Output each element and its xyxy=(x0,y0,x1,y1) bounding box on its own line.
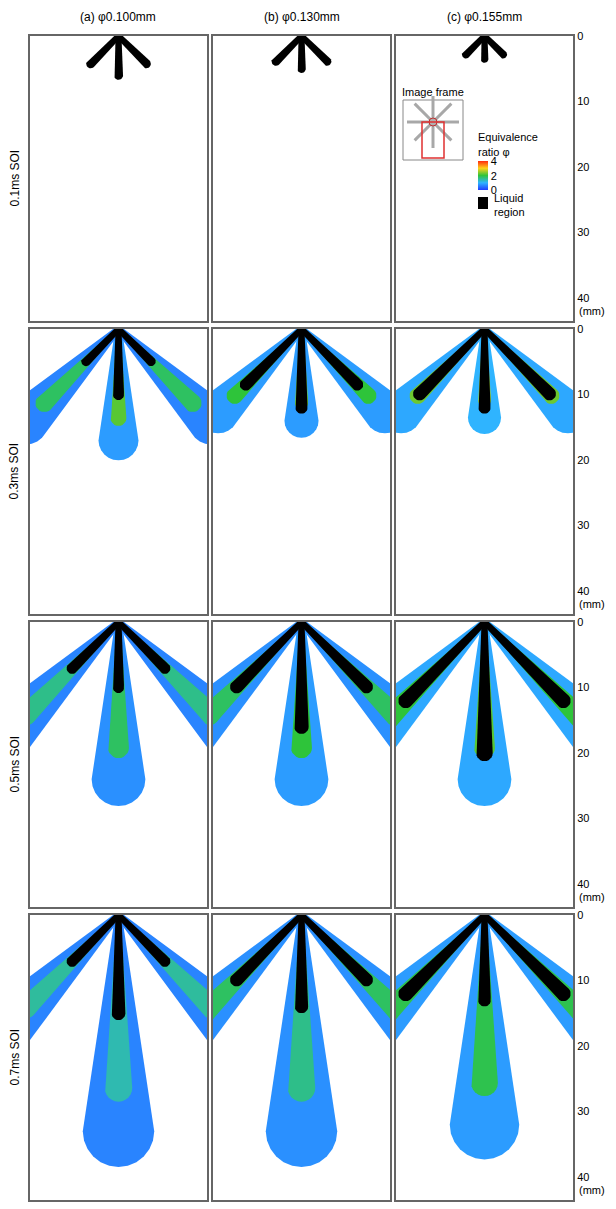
svg-text:Liquidregion: Liquidregion xyxy=(494,192,525,218)
svg-text:4: 4 xyxy=(491,155,497,167)
svg-text:30: 30 xyxy=(577,519,589,531)
svg-text:0: 0 xyxy=(577,323,583,335)
svg-text:(c) φ0.155mm: (c) φ0.155mm xyxy=(447,10,522,24)
svg-text:(mm): (mm) xyxy=(579,598,605,610)
svg-text:10: 10 xyxy=(577,974,589,986)
svg-text:10: 10 xyxy=(577,95,589,107)
svg-text:(b) φ0.130mm: (b) φ0.130mm xyxy=(264,10,340,24)
svg-text:Equivalenceratio φ: Equivalenceratio φ xyxy=(478,131,538,157)
svg-text:0: 0 xyxy=(491,184,497,196)
svg-text:20: 20 xyxy=(577,454,589,466)
svg-text:2: 2 xyxy=(491,169,497,181)
svg-text:(mm): (mm) xyxy=(579,891,605,903)
svg-text:Image frame: Image frame xyxy=(402,86,464,98)
svg-text:30: 30 xyxy=(577,1105,589,1117)
svg-text:(mm): (mm) xyxy=(579,1184,605,1196)
svg-text:40: 40 xyxy=(577,878,589,890)
svg-text:20: 20 xyxy=(577,747,589,759)
svg-text:0: 0 xyxy=(577,616,583,628)
svg-text:40: 40 xyxy=(577,585,589,597)
svg-text:0: 0 xyxy=(577,909,583,921)
svg-text:10: 10 xyxy=(577,388,589,400)
svg-text:20: 20 xyxy=(577,161,589,173)
svg-text:10: 10 xyxy=(577,681,589,693)
svg-text:0.5ms SOI: 0.5ms SOI xyxy=(8,736,22,793)
svg-text:0.1ms SOI: 0.1ms SOI xyxy=(8,150,22,207)
svg-text:0: 0 xyxy=(577,30,583,42)
svg-text:(mm): (mm) xyxy=(579,305,605,317)
svg-text:30: 30 xyxy=(577,226,589,238)
svg-text:(a) φ0.100mm: (a) φ0.100mm xyxy=(80,10,156,24)
svg-text:40: 40 xyxy=(577,292,589,304)
svg-text:0.3ms SOI: 0.3ms SOI xyxy=(7,443,21,500)
svg-text:20: 20 xyxy=(577,1040,589,1052)
svg-text:40: 40 xyxy=(577,1171,589,1183)
svg-text:0.7ms SOI: 0.7ms SOI xyxy=(8,1029,22,1086)
svg-text:30: 30 xyxy=(577,812,589,824)
